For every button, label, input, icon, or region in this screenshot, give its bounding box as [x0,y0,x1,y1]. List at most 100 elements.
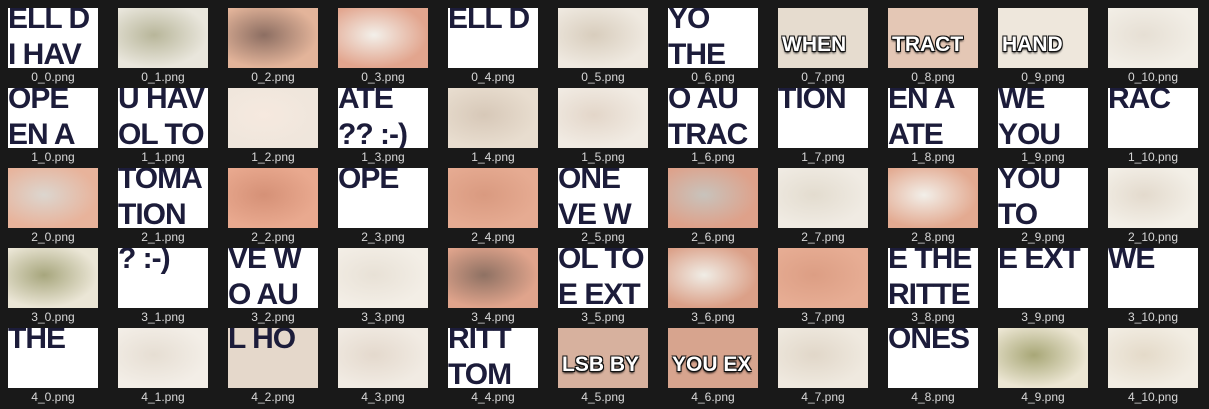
file-item[interactable]: 1_5.png [558,88,648,164]
file-item[interactable]: LSB BY 4_5.png [558,328,648,404]
file-item[interactable]: WHEN 0_7.png [778,8,868,84]
file-name-label: 1_7.png [801,150,845,164]
thumbnail-text-fragment: YO [668,8,710,35]
file-name-label: 3_3.png [361,310,405,324]
file-item[interactable]: 2_2.png [228,168,318,244]
file-thumbnail [1108,168,1198,228]
thumbnail-text-fragment: O AU [228,278,299,309]
file-item[interactable]: ELL D I HAV 0_0.png [8,8,98,84]
thumbnail-photo-region [448,168,538,228]
file-item[interactable]: L HO 4_2.png [228,328,318,404]
file-item[interactable]: OL TO E EXT 3_5.png [558,248,648,324]
file-item[interactable]: 0_10.png [1108,8,1198,84]
file-item[interactable]: 3_6.png [668,248,758,324]
thumbnail-text-fragment: THE [8,328,66,355]
file-item[interactable]: ? :-) 3_1.png [118,248,208,324]
file-name-label: 2_9.png [1021,230,1065,244]
file-item[interactable]: WE 3_10.png [1108,248,1198,324]
file-item[interactable]: 4_7.png [778,328,868,404]
file-item[interactable]: YO THE 0_6.png [668,8,758,84]
file-item[interactable]: 4_1.png [118,328,208,404]
file-thumbnail: THE [8,328,98,388]
file-item[interactable]: 3_4.png [448,248,538,324]
file-thumbnail [778,328,868,388]
file-thumbnail [448,168,538,228]
file-thumbnail [778,248,868,308]
file-name-label: 0_0.png [31,70,75,84]
file-item[interactable]: 2_0.png [8,168,98,244]
file-item[interactable]: 0_2.png [228,8,318,84]
file-item[interactable]: 2_7.png [778,168,868,244]
file-item[interactable]: E THE RITTE 3_8.png [888,248,978,324]
file-item[interactable]: WE YOU 1_9.png [998,88,1088,164]
file-name-label: 4_5.png [581,390,625,404]
file-item[interactable]: OPE EN A 1_0.png [8,88,98,164]
file-name-label: 3_10.png [1127,310,1179,324]
file-item[interactable]: E EXT 3_9.png [998,248,1088,324]
file-item[interactable]: ONES 4_8.png [888,328,978,404]
file-item[interactable]: ATE ?? :-) 1_3.png [338,88,428,164]
thumbnail-text-fragment: EN A [8,118,76,149]
file-item[interactable]: U HAV OL TO 1_1.png [118,88,208,164]
file-item[interactable]: 3_7.png [778,248,868,324]
file-name-label: 4_4.png [471,390,515,404]
file-item[interactable]: TION 1_7.png [778,88,868,164]
file-thumbnail [118,8,208,68]
file-item[interactable]: 0_1.png [118,8,208,84]
thumbnail-photo-region [338,328,428,388]
file-item[interactable]: RITT TOM 4_4.png [448,328,538,404]
file-thumbnail: ELL D I HAV [8,8,98,68]
file-item[interactable]: HAND 0_9.png [998,8,1088,84]
file-item[interactable]: ELL D 0_4.png [448,8,538,84]
thumbnail-text-fragment: TOM [448,358,512,389]
file-item[interactable]: OPE 2_3.png [338,168,428,244]
file-item[interactable]: EN A ATE 1_8.png [888,88,978,164]
file-item[interactable]: VE W O AU 3_2.png [228,248,318,324]
thumbnail-photo-region [1108,8,1198,68]
file-item[interactable]: 4_9.png [998,328,1088,404]
file-item[interactable]: 2_6.png [668,168,758,244]
file-name-label: 0_1.png [141,70,185,84]
file-name-label: 4_1.png [141,390,185,404]
thumbnail-text-fragment: RITT [448,328,512,355]
file-thumbnail [8,248,98,308]
file-name-label: 4_10.png [1127,390,1179,404]
file-thumbnail [558,88,648,148]
file-thumbnail: WE YOU [998,88,1088,148]
thumbnail-text-fragment: THE [668,38,726,69]
file-item[interactable]: 3_0.png [8,248,98,324]
file-item[interactable]: YOU TO 2_9.png [998,168,1088,244]
file-item[interactable]: 4_3.png [338,328,428,404]
thumbnail-photo-region [778,248,868,308]
file-item[interactable]: 0_3.png [338,8,428,84]
file-name-label: 1_2.png [251,150,295,164]
thumbnail-text-fragment: RAC [1108,88,1171,115]
file-thumbnail: YOU EX [668,328,758,388]
file-item[interactable]: 2_10.png [1108,168,1198,244]
thumbnail-photo-region [1108,168,1198,228]
thumbnail-text-fragment: VE W [558,198,632,229]
file-item[interactable]: 1_4.png [448,88,538,164]
file-item[interactable]: THE 4_0.png [8,328,98,404]
file-thumbnail: HAND [998,8,1088,68]
file-item[interactable]: O AU TRAC 1_6.png [668,88,758,164]
file-name-label: 0_8.png [911,70,955,84]
file-item[interactable]: 3_3.png [338,248,428,324]
file-item[interactable]: TRACT 0_8.png [888,8,978,84]
file-item[interactable]: 4_10.png [1108,328,1198,404]
file-thumbnail [1108,8,1198,68]
file-item[interactable]: TOMA TION 2_1.png [118,168,208,244]
thumbnail-text-fragment: TION [118,198,187,229]
file-item[interactable]: 1_2.png [228,88,318,164]
file-item[interactable]: YOU EX 4_6.png [668,328,758,404]
thumbnail-text-fragment: OL TO [558,248,645,275]
file-item[interactable]: 2_4.png [448,168,538,244]
file-item[interactable]: 2_8.png [888,168,978,244]
file-name-label: 3_5.png [581,310,625,324]
file-item[interactable]: RAC 1_10.png [1108,88,1198,164]
file-item[interactable]: ONE VE W 2_5.png [558,168,648,244]
thumbnail-text-fragment: ELL D [448,8,530,35]
file-item[interactable]: 0_5.png [558,8,648,84]
file-name-label: 0_7.png [801,70,845,84]
thumbnail-text-fragment: TOMA [118,168,203,195]
